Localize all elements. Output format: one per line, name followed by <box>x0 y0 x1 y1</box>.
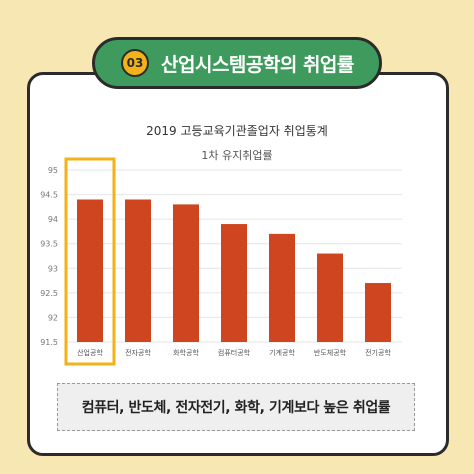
y-tick-label: 94.5 <box>40 191 58 200</box>
y-tick-label: 91.5 <box>40 338 58 347</box>
y-tick-label: 92 <box>48 313 58 322</box>
y-tick-label: 94 <box>48 215 58 224</box>
chart-subtitle: 1차 유지취업률 <box>201 149 273 162</box>
bar <box>125 199 151 342</box>
highlight-box <box>64 157 116 366</box>
y-tick-label: 95 <box>48 166 58 175</box>
bar <box>77 199 103 342</box>
x-tick-label: 기계공학 <box>269 348 295 357</box>
bar <box>173 204 199 342</box>
y-tick-label: 93.5 <box>40 240 58 249</box>
bar <box>269 233 295 342</box>
y-tick-label: 93 <box>48 264 58 273</box>
x-tick-label: 전자공학 <box>125 348 151 357</box>
chart-title: 2019 고등교육기관졸업자 취업통계 <box>146 124 328 138</box>
section-number-badge: 03 <box>121 49 149 77</box>
x-tick-label: 산업공학 <box>77 348 103 357</box>
bar <box>365 283 391 342</box>
x-tick-label: 반도체공학 <box>314 348 347 357</box>
y-tick-label: 92.5 <box>40 289 58 298</box>
title-banner: 03 산업시스템공학의 취업률 <box>92 37 382 89</box>
x-tick-label: 컴퓨터공학 <box>218 348 251 357</box>
x-tick-label: 화학공학 <box>173 348 199 357</box>
x-tick-label: 전기공학 <box>365 348 391 357</box>
bar <box>317 253 343 342</box>
banner-title: 산업시스템공학의 취업률 <box>161 53 354 76</box>
summary-caption: 컴퓨터, 반도체, 전자전기, 화학, 기계보다 높은 취업률 <box>57 383 415 431</box>
bar <box>221 224 247 342</box>
